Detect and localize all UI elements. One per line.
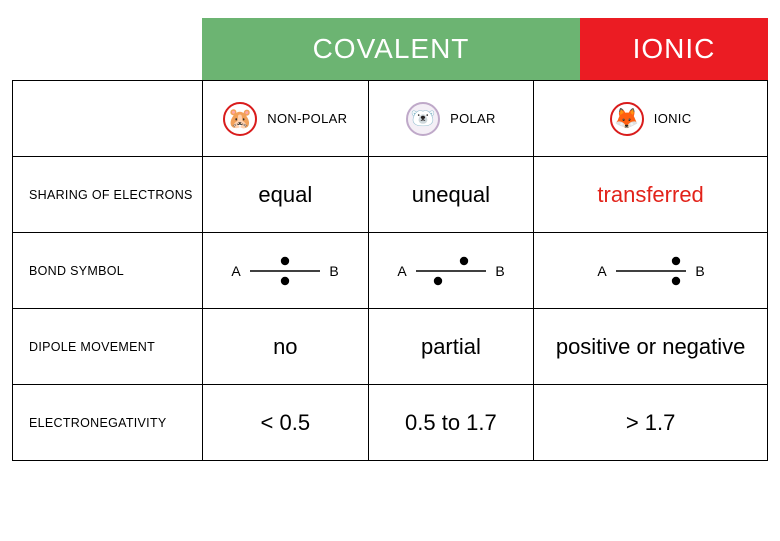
row-label-sharing: SHARING OF ELECTRONS	[13, 157, 203, 233]
polar-bear-icon: 🐻‍❄️	[406, 102, 440, 136]
bond-symbol-polar-icon: AB	[384, 249, 518, 293]
svg-text:B: B	[330, 263, 339, 279]
svg-text:A: A	[397, 263, 407, 279]
cell-dipole-polar: partial	[368, 309, 534, 385]
cell-bond-ionic: AB	[534, 233, 768, 309]
bond-symbol-nonpolar-icon: AB	[218, 249, 352, 293]
col-header-polar-label: POLAR	[450, 111, 496, 126]
fox-icon: 🦊	[610, 102, 644, 136]
row-label-electronegativity: ELECTRONEGATIVITY	[13, 385, 203, 461]
svg-text:B: B	[695, 263, 704, 279]
col-header-nonpolar: 🐹 NON-POLAR	[203, 81, 369, 157]
cell-dipole-nonpolar: no	[203, 309, 369, 385]
cell-electroneg-ionic: > 1.7	[534, 385, 768, 461]
header-spacer	[12, 18, 202, 80]
cell-electroneg-polar: 0.5 to 1.7	[368, 385, 534, 461]
table-top-header: COVALENT IONIC	[12, 18, 768, 80]
col-header-polar: 🐻‍❄️ POLAR	[368, 81, 534, 157]
cell-sharing-ionic: transferred	[534, 157, 768, 233]
row-label-dipole: DIPOLE MOVEMENT	[13, 309, 203, 385]
cell-bond-polar: AB	[368, 233, 534, 309]
cell-sharing-nonpolar: equal	[203, 157, 369, 233]
row-dipole: DIPOLE MOVEMENT no partial positive or n…	[13, 309, 768, 385]
header-covalent: COVALENT	[202, 18, 580, 80]
cell-dipole-ionic: positive or negative	[534, 309, 768, 385]
row-column-headers: 🐹 NON-POLAR 🐻‍❄️ POLAR 🦊 IONIC	[13, 81, 768, 157]
cell-bond-nonpolar: AB	[203, 233, 369, 309]
cell-sharing-polar: unequal	[368, 157, 534, 233]
svg-text:B: B	[495, 263, 504, 279]
bond-symbol-ionic-icon: AB	[584, 249, 718, 293]
col-header-ionic-label: IONIC	[654, 111, 692, 126]
row-sharing: SHARING OF ELECTRONS equal unequal trans…	[13, 157, 768, 233]
col-header-nonpolar-label: NON-POLAR	[267, 111, 347, 126]
comparison-grid: 🐹 NON-POLAR 🐻‍❄️ POLAR 🦊 IONIC SHARING O…	[12, 80, 768, 461]
hamster-icon: 🐹	[223, 102, 257, 136]
row-bond-symbol: BOND SYMBOL AB AB AB	[13, 233, 768, 309]
header-ionic: IONIC	[580, 18, 768, 80]
svg-text:A: A	[597, 263, 607, 279]
row-label-bond-symbol: BOND SYMBOL	[13, 233, 203, 309]
cell-electroneg-nonpolar: < 0.5	[203, 385, 369, 461]
row-electronegativity: ELECTRONEGATIVITY < 0.5 0.5 to 1.7 > 1.7	[13, 385, 768, 461]
svg-text:A: A	[232, 263, 242, 279]
bond-comparison-table: COVALENT IONIC 🐹 NON-POLAR 🐻‍❄️ POLAR 🦊	[12, 18, 768, 461]
col-header-ionic: 🦊 IONIC	[534, 81, 768, 157]
